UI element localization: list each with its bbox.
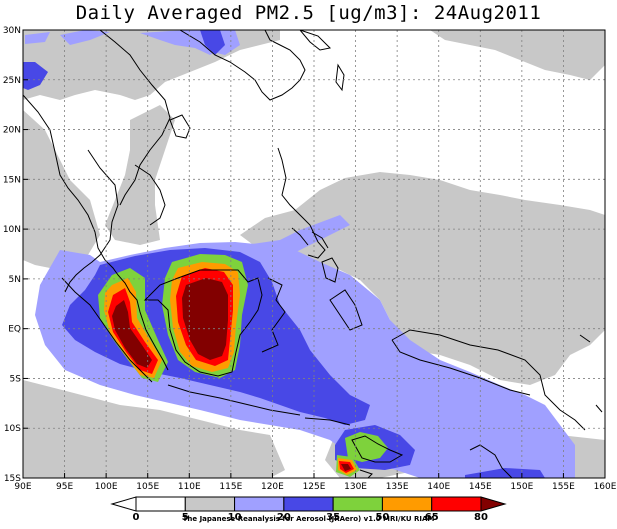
- colorbar-label: 10: [228, 512, 242, 523]
- graticule: [23, 30, 605, 478]
- lon-tick-label: 145E: [469, 482, 492, 492]
- colorbar-segment: [431, 496, 482, 512]
- pm25-band-80-plus: [112, 278, 351, 471]
- colorbar-segment: [381, 496, 433, 512]
- colorbar-segment: [234, 496, 285, 512]
- lon-tick-label: 95E: [56, 482, 73, 492]
- lat-tick-label: 10N: [3, 225, 21, 235]
- colorbar-segment: [184, 496, 236, 512]
- lat-tick-label: 15N: [3, 175, 21, 185]
- colorbar-segment: [283, 496, 334, 512]
- colorbar-segment: [135, 496, 186, 512]
- lon-tick-label: 135E: [386, 482, 409, 492]
- lat-tick-label: 20N: [3, 126, 21, 136]
- lat-tick-label: 15S: [4, 474, 21, 484]
- lat-tick-label: 10S: [4, 424, 21, 434]
- lon-tick-label: 150E: [510, 482, 533, 492]
- colorbar-segment: [110, 496, 137, 512]
- lon-tick-label: 90E: [14, 482, 31, 492]
- lon-tick-label: 115E: [219, 482, 242, 492]
- colorbar-segment: [480, 496, 507, 512]
- lon-tick-label: 155E: [552, 482, 575, 492]
- colorbar-label: 35: [326, 512, 340, 523]
- lon-tick-label: 120E: [261, 482, 284, 492]
- colorbar-label: 65: [425, 512, 439, 523]
- colorbar-legend: 0 5 10 20 35 50 65 80: [110, 496, 507, 523]
- axis-labels: 90E 95E 100E 105E 110E 115E 120E 125E 130E 135E 14…: [3, 26, 617, 492]
- colorbar-label: 80: [474, 512, 488, 523]
- lat-tick-label: 30N: [3, 26, 21, 36]
- map-title: Daily Averaged PM2.5 [ug/m3]: 24Aug2011: [75, 2, 542, 24]
- lon-tick-label: 110E: [178, 482, 201, 492]
- colorbar-label: 20: [277, 512, 291, 523]
- lon-tick-label: 130E: [344, 482, 367, 492]
- lat-tick-label: 5S: [10, 374, 22, 384]
- lat-tick-label: 5N: [9, 275, 21, 285]
- lon-tick-label: 160E: [594, 482, 617, 492]
- footer-credit: The Japanese Reanalysis for Aerosol (JRA…: [182, 515, 435, 523]
- coastlines: [23, 30, 603, 478]
- colorbar-segment: [332, 496, 383, 512]
- lon-tick-label: 140E: [427, 482, 450, 492]
- lon-tick-label: 125E: [303, 482, 326, 492]
- lon-tick-label: 100E: [95, 482, 118, 492]
- colorbar-label: 0: [133, 512, 140, 523]
- lat-tick-label: 25N: [3, 76, 21, 86]
- lon-tick-label: 105E: [136, 482, 159, 492]
- lat-tick-label: EQ: [8, 325, 21, 335]
- colorbar-label: 5: [182, 512, 189, 523]
- colorbar-label: 50: [375, 512, 389, 523]
